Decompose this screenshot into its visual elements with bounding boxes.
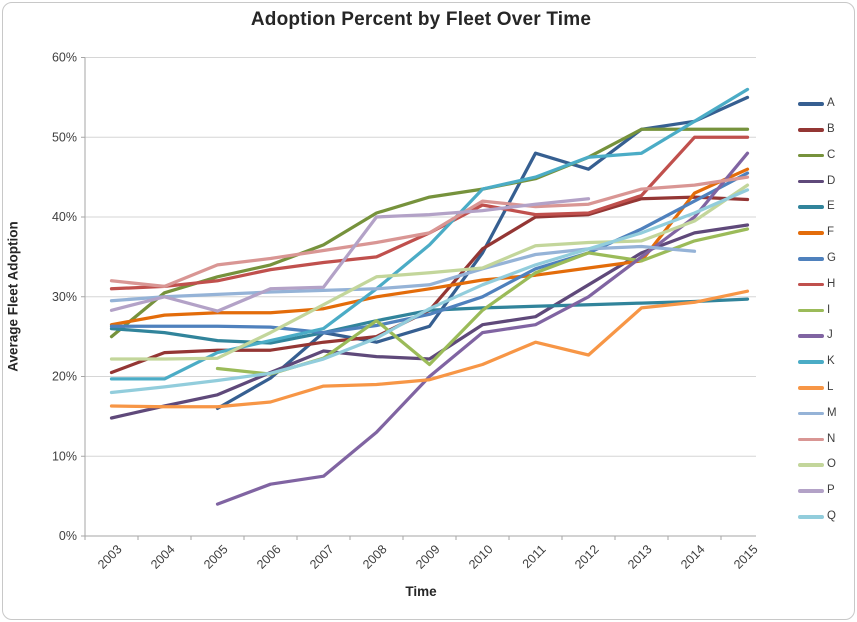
legend-label-B: B xyxy=(827,123,835,136)
x-axis-title: Time xyxy=(405,584,437,599)
y-tick-label: 50% xyxy=(52,130,77,144)
x-tick-label: 2005 xyxy=(201,542,231,572)
x-tick-label: 2004 xyxy=(148,542,178,572)
legend-swatch-A xyxy=(798,102,824,106)
x-tick-label: 2009 xyxy=(413,542,443,572)
x-tick-label: 2010 xyxy=(466,542,496,572)
legend-item-N: N xyxy=(798,432,835,446)
legend-item-H: H xyxy=(798,278,835,292)
x-tick-label: 2007 xyxy=(307,542,337,572)
legend-swatch-J xyxy=(798,334,824,338)
y-axis-title: Average Fleet Adoption xyxy=(5,221,21,372)
legend-item-K: K xyxy=(798,355,835,369)
legend-swatch-E xyxy=(798,205,824,209)
legend-label-L: L xyxy=(827,381,834,394)
series-line-A xyxy=(215,95,750,411)
chart-title: Adoption Percent by Fleet Over Time xyxy=(250,9,592,30)
series-line-L xyxy=(109,289,750,409)
legend-label-E: E xyxy=(827,200,835,213)
legend-item-D: D xyxy=(798,174,835,188)
legend-label-H: H xyxy=(827,277,836,290)
y-tick-label: 0% xyxy=(59,529,77,543)
legend-item-G: G xyxy=(798,252,836,266)
legend-label-M: M xyxy=(827,406,837,419)
legend-label-O: O xyxy=(827,458,836,471)
legend-swatch-I xyxy=(798,308,824,313)
series-line-J xyxy=(215,151,750,506)
legend-label-P: P xyxy=(827,484,835,497)
legend-label-G: G xyxy=(827,252,836,265)
x-tick-label: 2012 xyxy=(572,542,602,572)
legend-swatch-Q xyxy=(798,515,824,519)
legend-label-A: A xyxy=(827,97,835,110)
series-line-P xyxy=(109,197,591,313)
y-tick-label: 20% xyxy=(52,370,77,384)
legend-item-B: B xyxy=(798,123,835,137)
series-line-G xyxy=(109,171,750,335)
x-tick-label: 2011 xyxy=(520,542,549,571)
legend-item-P: P xyxy=(798,484,835,498)
legend-label-J: J xyxy=(827,329,833,342)
x-tick-label: 2014 xyxy=(678,542,708,572)
x-tick-label: 2013 xyxy=(625,542,655,572)
legend-swatch-K xyxy=(798,360,824,364)
series-line-O xyxy=(109,183,750,361)
legend-item-A: A xyxy=(798,97,835,111)
series-line-N xyxy=(109,175,750,289)
legend-swatch-H xyxy=(798,282,824,287)
legend-label-Q: Q xyxy=(827,510,836,523)
x-tick-label: 2015 xyxy=(731,542,761,572)
series-line-Q xyxy=(109,188,750,395)
legend-label-D: D xyxy=(827,174,836,187)
legend-swatch-C xyxy=(798,153,824,158)
x-tick-label: 2008 xyxy=(360,542,390,572)
legend-label-I: I xyxy=(827,303,831,316)
y-tick-label: 60% xyxy=(52,51,77,65)
legend-swatch-F xyxy=(798,231,824,235)
legend-item-M: M xyxy=(798,407,837,421)
series-line-K xyxy=(109,87,750,381)
legend-label-C: C xyxy=(827,148,836,161)
legend-swatch-L xyxy=(798,386,824,390)
legend-swatch-M xyxy=(798,411,824,416)
legend-swatch-D xyxy=(798,179,824,184)
legend-swatch-P xyxy=(798,489,824,493)
y-tick-label: 30% xyxy=(52,290,77,304)
x-tick-label: 2006 xyxy=(254,542,284,572)
x-tick-label: 2003 xyxy=(95,542,125,572)
legend-item-E: E xyxy=(798,200,835,214)
y-tick-label: 40% xyxy=(52,210,77,224)
series-line-M xyxy=(109,244,697,303)
legend-swatch-B xyxy=(798,128,824,132)
legend-item-I: I xyxy=(798,303,830,317)
legend-item-O: O xyxy=(798,458,836,472)
legend-swatch-O xyxy=(798,463,824,467)
legend-label-F: F xyxy=(827,226,835,239)
y-tick-label: 10% xyxy=(52,449,77,463)
series-line-D xyxy=(109,223,750,420)
legend-item-L: L xyxy=(798,381,833,395)
legend-swatch-G xyxy=(798,257,824,261)
series-line-C xyxy=(109,127,750,339)
legend-item-J: J xyxy=(798,329,833,343)
legend-label-N: N xyxy=(827,432,836,445)
legend-item-Q: Q xyxy=(798,510,836,524)
legend-swatch-N xyxy=(798,437,824,442)
legend-label-K: K xyxy=(827,355,835,368)
legend-item-C: C xyxy=(798,149,835,163)
legend-item-F: F xyxy=(798,226,834,240)
